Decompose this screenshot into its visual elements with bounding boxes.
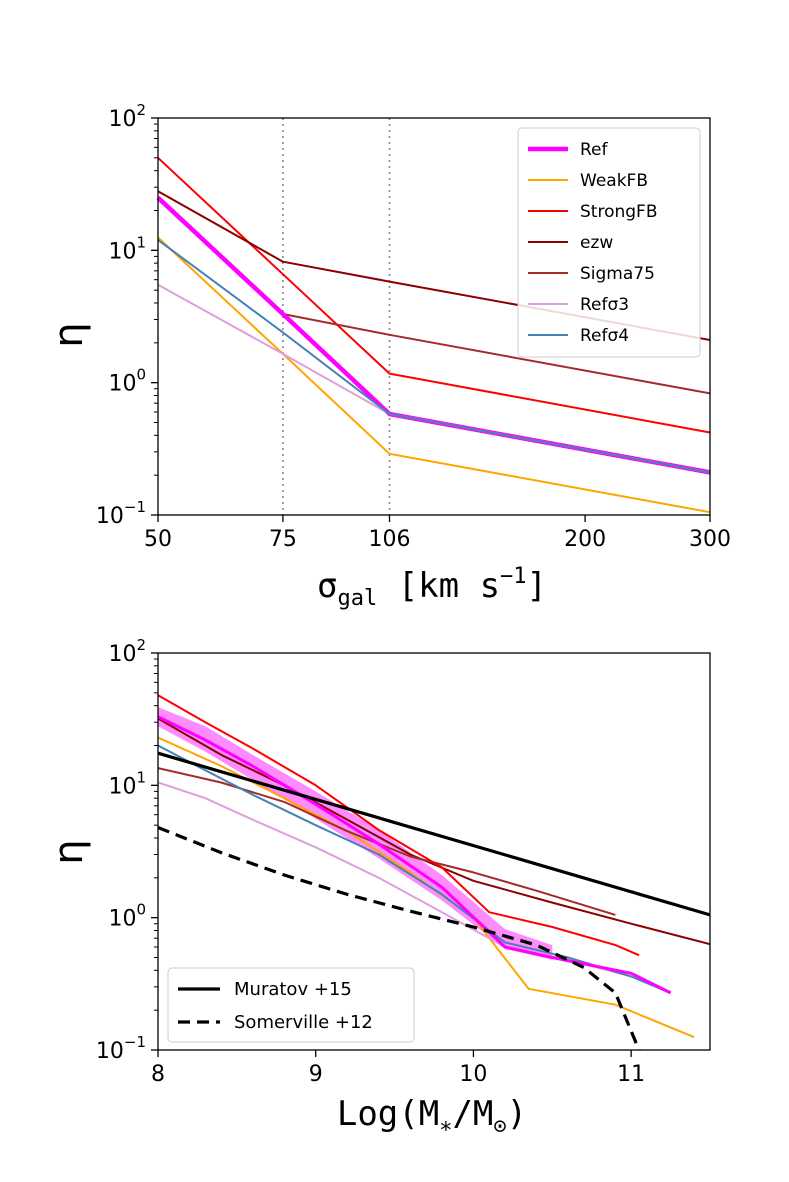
x-tick-label: 106: [368, 527, 410, 552]
y-tick-label: 10−1: [96, 498, 146, 529]
axes-frame: [157, 652, 711, 1051]
legend: Ref WeakFB StrongFB ezw Sigma75 Refσ3 Refσ4: [517, 127, 701, 358]
legend-label: Refσ3: [580, 295, 629, 315]
x-tick-label: 10: [459, 1062, 487, 1087]
x-ticks: 50 75 106 200 300: [144, 515, 731, 552]
legend-label: ezw: [580, 233, 613, 253]
legend-box: [517, 127, 701, 358]
legend-label: WeakFB: [580, 171, 648, 191]
series-line-Refσ4: [157, 239, 711, 474]
x-ticks: 8 9 10 11: [151, 1050, 645, 1087]
legend-label: StrongFB: [580, 202, 657, 222]
y-tick-label: 101: [108, 233, 146, 264]
legend: Muratov +15 Somerville +12: [167, 967, 415, 1043]
legend-label: Refσ4: [580, 326, 629, 346]
x-axis-label: Log(M∗/M⊙): [337, 1094, 527, 1139]
y-axis-label: η: [46, 839, 92, 864]
x-tick-label: 75: [269, 527, 297, 552]
series-line-Somerville +12: [158, 826, 641, 1050]
y-tick-label: 100: [108, 366, 146, 397]
series-line-Ref: [158, 715, 672, 995]
legend-box: [167, 967, 415, 1043]
legend-label: Somerville +12: [234, 1012, 373, 1033]
x-tick-label: 50: [144, 527, 172, 552]
y-tick-label: 101: [108, 768, 146, 799]
x-tick-label: 8: [151, 1062, 165, 1087]
x-tick-label: 200: [564, 527, 606, 552]
x-axis-label: σgal [km s−1]: [317, 564, 547, 611]
y-tick-label: 102: [108, 101, 146, 132]
y-ticks: 102 101 100 10−1: [96, 636, 158, 1064]
y-axis-label: η: [46, 322, 92, 347]
top-chart: 50 75 106 200 300 102 101 100 10−1 η σgal [km s…: [46, 101, 731, 611]
series-lines: [158, 694, 710, 1050]
x-tick-label: 300: [689, 527, 731, 552]
legend-label: Muratov +15: [234, 979, 352, 1000]
x-tick-label: 11: [617, 1062, 645, 1087]
series-line-Muratov +15: [158, 751, 710, 917]
series-lines: [156, 157, 711, 514]
y-tick-label: 102: [108, 636, 146, 667]
series-line-WeakFB: [157, 236, 711, 514]
y-ticks: 102 101 100 10−1: [96, 101, 158, 529]
y-tick-label: 100: [108, 901, 146, 932]
y-tick-label: 10−1: [96, 1033, 146, 1064]
axes-frame: [157, 117, 711, 516]
bottom-chart: 8 9 10 11 102 101 100 10−1 η Log(M∗/M⊙) Murato…: [46, 636, 711, 1139]
legend-label: Ref: [580, 140, 609, 160]
series-line-Refσ3: [158, 781, 671, 994]
series-line-ezw: [158, 717, 710, 946]
series-line-StrongFB: [158, 694, 640, 957]
legend-label: Sigma75: [580, 264, 655, 284]
x-tick-label: 9: [309, 1062, 323, 1087]
